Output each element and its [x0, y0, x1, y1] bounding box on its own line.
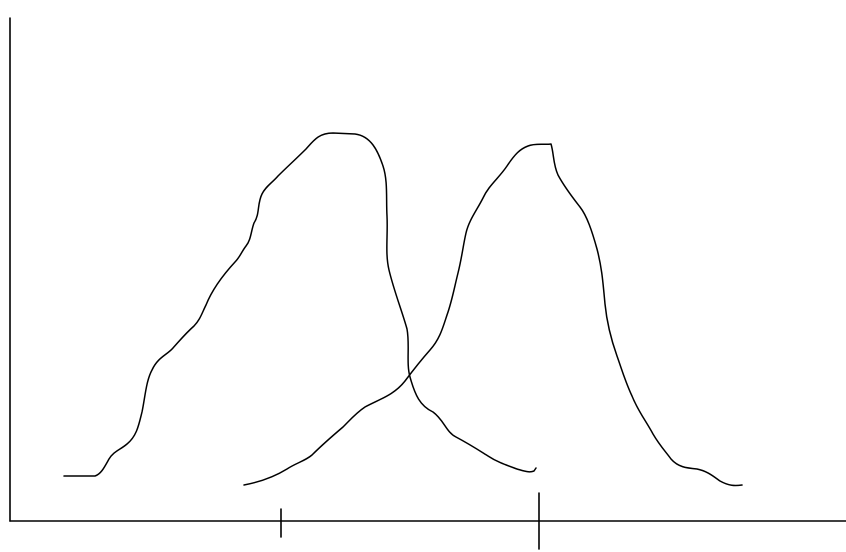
- left-distribution-curve: [63, 132, 537, 477]
- right-distribution-curve: [243, 143, 743, 487]
